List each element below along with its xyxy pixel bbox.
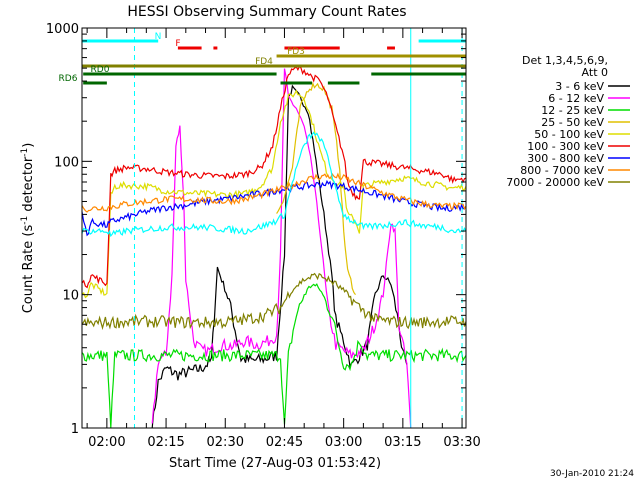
y-axis-label-part: -1	[20, 148, 30, 157]
legend-label: 12 - 25 keV	[541, 104, 604, 117]
y-tick-label: 1000	[46, 22, 79, 37]
plot-frame	[81, 27, 467, 429]
series-line-4	[276, 81, 356, 296]
y-axis-label: Count Rate (s-1 detector-1)	[20, 143, 36, 314]
x-axis-label: Start Time (27-Aug-03 01:53:42)	[169, 456, 381, 471]
axes: 1 10 100 1000 02:00 02:15 02:30 02:45 03:00 03:15…	[46, 22, 481, 450]
series-line-1	[151, 84, 408, 429]
flag-label-n: N	[155, 32, 162, 42]
y-axis-label-part: -1	[20, 216, 30, 225]
y-axis-label-part: detector	[21, 156, 36, 216]
x-tick-label: 02:30	[207, 435, 244, 450]
x-tick-label: 02:00	[88, 435, 125, 450]
legend-header: Att 0	[582, 66, 608, 79]
y-tick-label: 10	[62, 289, 79, 304]
legend-label: 100 - 300 keV	[527, 140, 604, 153]
series-line-6	[81, 65, 467, 289]
legend-label: 300 - 800 keV	[527, 152, 604, 165]
x-tick-label: 02:15	[147, 435, 184, 450]
x-tick-label: 03:15	[384, 435, 421, 450]
series-line-9	[81, 272, 467, 331]
legend-label: 6 - 12 keV	[548, 92, 604, 105]
plot-area: N F FD3 FD4 RD0 RD6	[59, 28, 467, 429]
x-tick-label: 02:45	[266, 435, 303, 450]
series-line-3	[81, 283, 467, 429]
series-line-5	[81, 89, 467, 299]
y-axis-label-part: )	[21, 143, 36, 148]
flag-label-rd6: RD6	[59, 74, 78, 84]
flag-label-fd4: FD4	[255, 57, 273, 67]
legend-label: 50 - 100 keV	[534, 128, 604, 141]
series-line-10	[81, 131, 467, 238]
flag-label-rd0: RD0	[91, 65, 110, 75]
y-tick-label: 100	[54, 155, 79, 170]
legend-label: 3 - 6 keV	[555, 80, 604, 93]
x-tick-label: 03:00	[325, 435, 362, 450]
flag-label-fd3: FD3	[287, 47, 305, 57]
series-line-8	[81, 172, 467, 213]
date-stamp: 30-Jan-2010 21:24	[550, 469, 634, 479]
y-axis-label-part: Count Rate (s	[21, 225, 36, 314]
chart-title: HESSI Observing Summary Count Rates	[127, 4, 406, 20]
legend-label: 800 - 7000 keV	[520, 164, 604, 177]
legend-header: Det 1,3,4,5,6,9,	[522, 54, 608, 67]
series-line-7	[81, 179, 467, 237]
x-tick-label: 03:30	[443, 435, 480, 450]
flag-label-f: F	[175, 39, 180, 49]
series-line-2	[151, 68, 412, 429]
legend-label: 7000 - 20000 keV	[506, 176, 604, 189]
legend-label: 25 - 50 keV	[541, 116, 604, 129]
y-tick-label: 1	[71, 422, 79, 437]
